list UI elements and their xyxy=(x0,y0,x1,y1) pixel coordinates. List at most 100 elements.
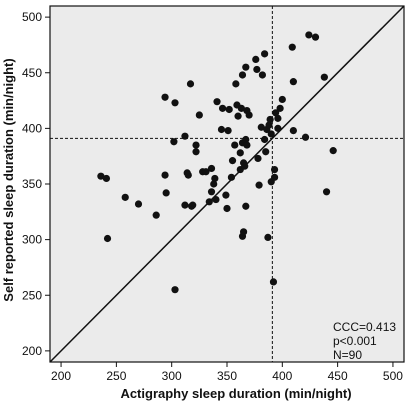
data-point xyxy=(134,200,143,208)
y-axis-title: Self reported sleep duration (min/night) xyxy=(1,58,16,301)
identity-line xyxy=(49,5,405,363)
data-points xyxy=(97,31,337,294)
data-point xyxy=(227,173,236,181)
annotation-n: N=90 xyxy=(333,348,362,362)
data-point xyxy=(272,109,280,117)
annotation-ccc: CCC=0.413 xyxy=(333,320,396,334)
data-point xyxy=(170,138,178,146)
data-point xyxy=(161,171,169,179)
x-tick-label: 450 xyxy=(328,369,348,383)
data-point xyxy=(255,181,263,189)
data-point xyxy=(236,149,244,157)
data-point xyxy=(266,115,274,124)
x-tick-label: 300 xyxy=(162,369,182,383)
data-point xyxy=(289,78,297,86)
data-point xyxy=(288,43,296,51)
data-point xyxy=(103,234,112,243)
data-point xyxy=(274,124,282,132)
data-point xyxy=(189,201,197,209)
data-point xyxy=(254,154,262,163)
data-point xyxy=(270,173,279,181)
data-point xyxy=(262,148,270,156)
data-point xyxy=(253,65,261,74)
data-point xyxy=(301,133,310,141)
x-tick-label: 400 xyxy=(272,369,292,383)
y-tick-label: 500 xyxy=(22,10,42,24)
data-point xyxy=(207,164,216,173)
data-point xyxy=(243,141,251,149)
data-point xyxy=(181,132,189,140)
data-point xyxy=(278,95,286,104)
data-point xyxy=(225,105,233,114)
data-point xyxy=(252,55,260,64)
data-point xyxy=(102,174,111,183)
data-point xyxy=(232,80,240,88)
data-point xyxy=(223,204,231,213)
data-point xyxy=(269,278,278,286)
data-point xyxy=(211,174,219,183)
data-point xyxy=(162,189,170,197)
data-point xyxy=(121,193,129,201)
data-point xyxy=(218,104,227,112)
data-point xyxy=(217,125,226,134)
data-point xyxy=(257,123,265,131)
data-point xyxy=(274,114,282,122)
data-point xyxy=(181,201,189,209)
data-point xyxy=(202,168,210,176)
data-point xyxy=(289,127,297,135)
data-point xyxy=(237,104,245,112)
data-point xyxy=(192,141,200,149)
data-point xyxy=(152,211,160,219)
x-axis-title: Actigraphy sleep duration (min/night) xyxy=(120,386,351,401)
y-tick-label: 250 xyxy=(22,288,42,302)
x-axis: 200 250 300 350 400 450 500 xyxy=(51,362,403,383)
annotation-p-value: p<0.001 xyxy=(333,334,377,348)
y-tick-label: 200 xyxy=(22,344,42,358)
data-point xyxy=(264,233,272,241)
data-point xyxy=(212,195,220,204)
data-point xyxy=(213,98,221,106)
y-axis: 200 250 300 350 400 450 500 xyxy=(22,10,50,358)
data-point xyxy=(210,180,218,188)
data-point xyxy=(265,121,273,129)
data-point xyxy=(261,135,269,144)
data-point xyxy=(228,157,237,165)
data-point xyxy=(276,104,284,112)
data-point xyxy=(322,188,331,196)
data-point xyxy=(311,33,320,41)
x-tick-label: 250 xyxy=(106,369,126,383)
data-point xyxy=(192,148,200,156)
data-point xyxy=(224,127,232,135)
data-point xyxy=(258,71,266,79)
data-point xyxy=(239,228,248,236)
data-point xyxy=(234,112,242,120)
data-point xyxy=(205,198,213,206)
data-point xyxy=(320,73,328,81)
x-tick-label: 500 xyxy=(383,369,403,383)
data-point xyxy=(171,99,179,107)
identity-line-group xyxy=(49,5,405,363)
data-point xyxy=(305,31,313,39)
data-point xyxy=(161,93,169,101)
data-point xyxy=(195,111,203,119)
data-point xyxy=(222,191,230,199)
data-point xyxy=(184,171,192,179)
data-point xyxy=(242,63,250,71)
data-point xyxy=(242,202,250,210)
data-point xyxy=(186,80,195,88)
y-tick-label: 400 xyxy=(22,121,42,135)
stats-annotation: CCC=0.413 p<0.001 N=90 xyxy=(333,320,396,362)
data-point xyxy=(238,71,247,79)
data-point xyxy=(207,188,216,196)
x-tick-label: 350 xyxy=(217,369,237,383)
y-tick-label: 450 xyxy=(22,66,42,80)
y-tick-label: 300 xyxy=(22,233,42,247)
data-point xyxy=(267,130,275,138)
data-point xyxy=(245,111,253,119)
data-point xyxy=(270,165,279,174)
data-point xyxy=(97,172,105,180)
data-point xyxy=(241,162,249,170)
data-point xyxy=(231,141,239,149)
x-tick-label: 200 xyxy=(51,369,71,383)
